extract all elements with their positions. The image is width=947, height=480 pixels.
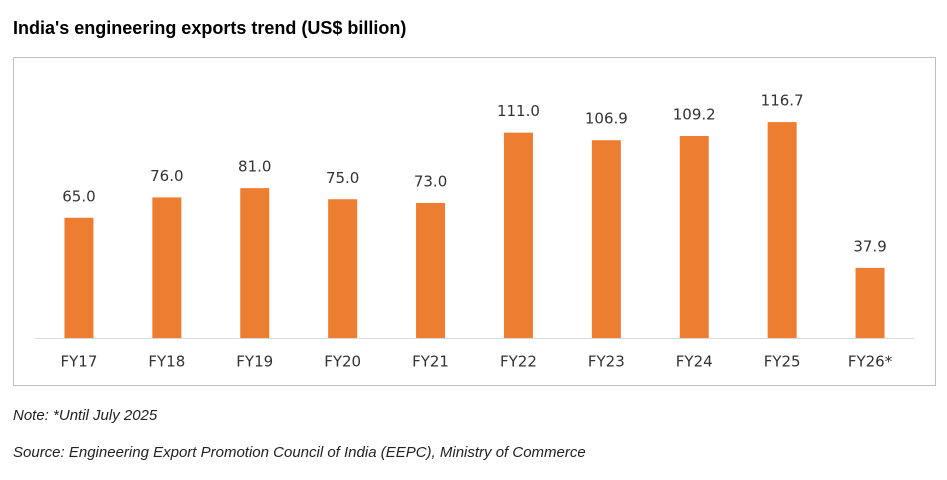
bar [591,140,621,338]
x-tick-label: FY26* [848,353,893,371]
bar [152,197,182,338]
value-label: 111.0 [497,102,540,120]
value-label: 65.0 [62,187,95,205]
bar [767,122,797,338]
bar [679,135,709,338]
bar [855,267,885,338]
bar [64,217,94,338]
value-label: 106.9 [585,110,628,128]
value-label: 109.2 [673,105,716,123]
chart-frame [13,57,936,386]
x-tick-label: FY20 [324,353,361,371]
value-label: 76.0 [150,167,183,185]
chart-title: India's engineering exports trend (US$ b… [13,18,406,38]
note: Note: *Until July 2025 [13,407,158,424]
bar [503,132,533,338]
x-tick-label: FY21 [412,353,449,371]
value-label: 75.0 [326,169,359,187]
value-label: 116.7 [761,92,804,110]
value-label: 73.0 [414,172,447,190]
x-tick-label: FY17 [61,353,98,371]
source: Source: Engineering Export Promotion Cou… [13,444,586,461]
x-tick-label: FY25 [764,353,801,371]
value-label: 37.9 [853,237,886,255]
bar [328,199,358,338]
x-tick-label: FY19 [236,353,273,371]
bar [416,202,446,338]
x-tick-label: FY22 [500,353,537,371]
bar [240,188,270,338]
value-label: 81.0 [238,158,271,176]
x-tick-label: FY23 [588,353,625,371]
x-tick-label: FY24 [676,353,713,371]
x-tick-label: FY18 [148,353,185,371]
